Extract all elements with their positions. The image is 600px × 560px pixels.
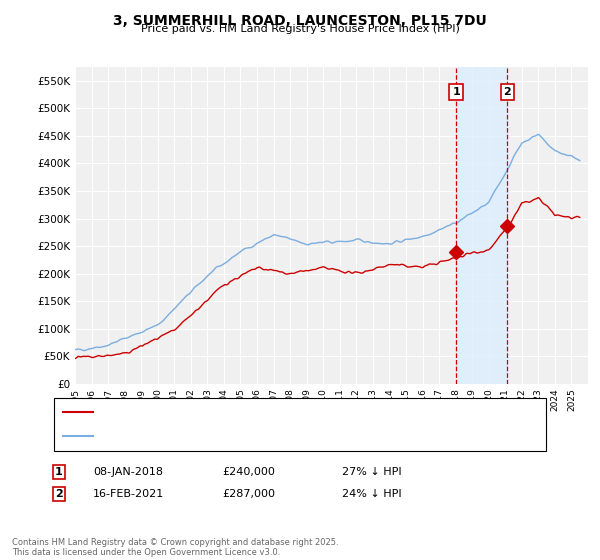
Bar <box>456 67 507 384</box>
Text: 1: 1 <box>452 87 460 97</box>
Text: 24% ↓ HPI: 24% ↓ HPI <box>342 489 401 499</box>
Text: 2: 2 <box>55 489 62 499</box>
Text: 08-JAN-2018: 08-JAN-2018 <box>93 467 163 477</box>
Text: HPI: Average price, detached house, Cornwall: HPI: Average price, detached house, Corn… <box>98 431 321 441</box>
Text: Price paid vs. HM Land Registry's House Price Index (HPI): Price paid vs. HM Land Registry's House … <box>140 24 460 34</box>
Text: 3, SUMMERHILL ROAD, LAUNCESTON, PL15 7DU (detached house): 3, SUMMERHILL ROAD, LAUNCESTON, PL15 7DU… <box>98 408 423 418</box>
Text: 27% ↓ HPI: 27% ↓ HPI <box>342 467 401 477</box>
Text: 16-FEB-2021: 16-FEB-2021 <box>93 489 164 499</box>
Text: Contains HM Land Registry data © Crown copyright and database right 2025.
This d: Contains HM Land Registry data © Crown c… <box>12 538 338 557</box>
Text: £240,000: £240,000 <box>222 467 275 477</box>
Text: 2: 2 <box>503 87 511 97</box>
Text: 3, SUMMERHILL ROAD, LAUNCESTON, PL15 7DU: 3, SUMMERHILL ROAD, LAUNCESTON, PL15 7DU <box>113 14 487 28</box>
Text: 1: 1 <box>55 467 62 477</box>
Text: £287,000: £287,000 <box>222 489 275 499</box>
